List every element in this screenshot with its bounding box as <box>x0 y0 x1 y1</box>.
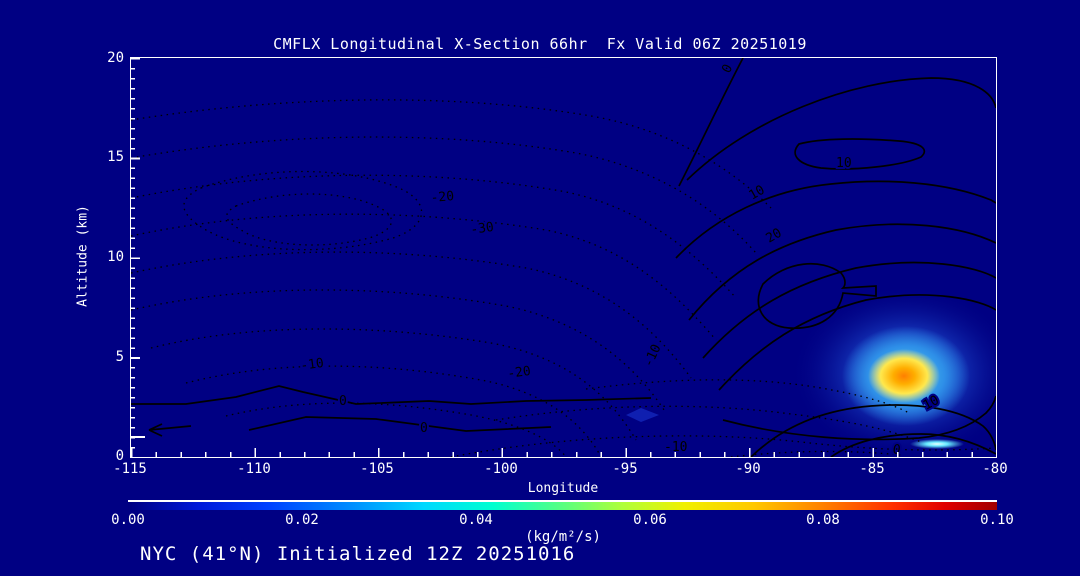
contour-label: -10 <box>641 342 665 370</box>
chart-title: CMFLX Longitudinal X-Section 66hr Fx Val… <box>273 35 807 53</box>
contour-label: 0 <box>719 62 736 76</box>
fill-plume <box>626 285 996 457</box>
contour-label: -20 <box>506 364 531 382</box>
x-tick-label: -115 <box>113 461 147 477</box>
contour-label: 20 <box>764 226 785 247</box>
contour-label: -10 <box>299 356 324 374</box>
contour-canvas: -10 -20 -20 -30 -10 -10 0 0 0 0 10 10 20… <box>131 58 996 457</box>
contour-label: 0 <box>420 421 428 436</box>
colorbar-tick-label: 0.10 <box>980 512 1014 528</box>
surface-streak <box>910 439 964 449</box>
colorbar <box>128 500 997 510</box>
contour-label-group: -10 -20 -20 -30 -10 -10 0 0 0 0 10 10 20… <box>297 60 943 457</box>
x-tick-label: -90 <box>735 461 761 477</box>
x-tick-label: -110 <box>237 461 271 477</box>
plot-area: -10 -20 -20 -30 -10 -10 0 0 0 0 10 10 20… <box>130 57 997 458</box>
contour-label: -20 <box>430 189 455 206</box>
colorbar-tick-label: 0.02 <box>285 512 319 528</box>
faint-fill-patch <box>626 408 659 422</box>
dashed-contours <box>131 99 996 457</box>
x-tick-label: -105 <box>360 461 394 477</box>
contour-label: -30 <box>469 220 494 238</box>
footer-run-info: NYC (41°N) Initialized 12Z 20251016 <box>140 543 576 565</box>
x-tick-label: -100 <box>484 461 518 477</box>
colorbar-tick-label: 0.00 <box>111 512 145 528</box>
y-tick-label: 0 <box>115 448 124 464</box>
x-tick-label: -80 <box>982 461 1008 477</box>
contour-label: 0 <box>339 394 347 409</box>
y-tick-label: 10 <box>107 249 124 265</box>
contour-label: 10 <box>836 156 852 171</box>
contour-label: -10 <box>664 440 687 455</box>
solid-contours <box>131 58 996 457</box>
x-tick-label: -95 <box>612 461 638 477</box>
colorbar-units-label: (kg/m²/s) <box>525 529 601 545</box>
y-tick-label: 5 <box>115 349 124 365</box>
x-axis-label: Longitude <box>527 481 599 496</box>
colorbar-tick-label: 0.08 <box>806 512 840 528</box>
colorbar-tick-label: 0.06 <box>633 512 667 528</box>
y-tick-label: 15 <box>107 149 124 165</box>
plume-core <box>868 349 940 403</box>
y-axis-label: Altitude (km) <box>75 205 91 307</box>
y-tick-label: 20 <box>107 50 124 66</box>
x-tick-label: -85 <box>859 461 885 477</box>
colorbar-tick-label: 0.04 <box>459 512 493 528</box>
